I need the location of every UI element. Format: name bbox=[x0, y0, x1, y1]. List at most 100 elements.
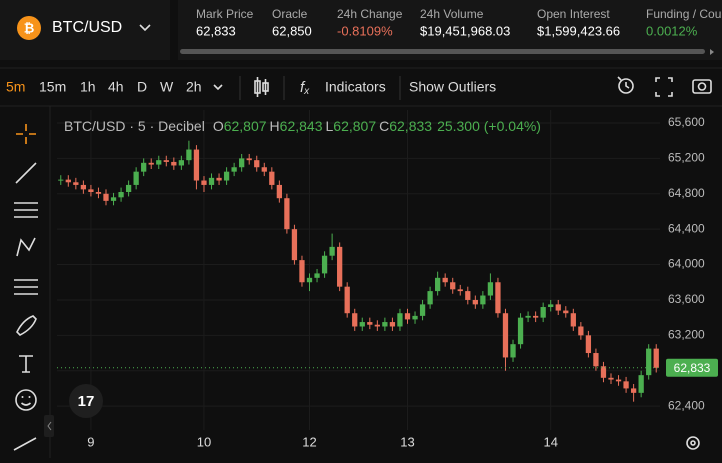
candle-body bbox=[344, 286, 350, 314]
interval-button[interactable]: 5m bbox=[6, 79, 25, 95]
stat-value: 0.0012% bbox=[646, 23, 698, 38]
candle-body bbox=[110, 197, 117, 201]
candle-body bbox=[525, 315, 531, 318]
show-outliers-button[interactable]: Show Outliers bbox=[409, 79, 496, 95]
interval-button[interactable]: 4h bbox=[108, 79, 124, 95]
candle-body bbox=[314, 273, 320, 278]
collapse-arrow[interactable] bbox=[47, 421, 52, 431]
stat-value: 62,850 bbox=[272, 23, 312, 38]
fullscreen-button[interactable] bbox=[655, 77, 673, 97]
stat-value: -0.8109% bbox=[337, 23, 393, 38]
y-tick-label: 64,000 bbox=[668, 257, 705, 271]
candle-body bbox=[555, 304, 561, 311]
legend-change: 25.300 (+0.04%) bbox=[437, 118, 541, 134]
candle-body bbox=[216, 177, 222, 181]
candle-body bbox=[223, 171, 230, 181]
stats: Mark Price 62,833 Oracle 62,850 24h Change -0… bbox=[196, 7, 722, 38]
candle-body bbox=[95, 192, 102, 194]
last-price-label: 62,833 bbox=[674, 361, 711, 375]
legend-key: C bbox=[379, 118, 389, 134]
candle-body bbox=[208, 177, 215, 185]
scroll-arrow[interactable] bbox=[710, 49, 714, 55]
candle-body bbox=[427, 291, 433, 305]
stat-label: Mark Price bbox=[196, 7, 254, 21]
interval-button[interactable]: 1h bbox=[80, 79, 96, 95]
symbol[interactable]: BTC/USD bbox=[52, 19, 122, 36]
candle-body bbox=[502, 313, 509, 358]
candle-body bbox=[442, 277, 448, 283]
y-tick-label: 63,600 bbox=[668, 292, 705, 306]
stat-value: $1,599,423.66 bbox=[537, 23, 620, 38]
candle-body bbox=[487, 282, 494, 296]
y-tick-label: 64,400 bbox=[668, 221, 705, 235]
x-tick-label: 14 bbox=[543, 434, 557, 449]
candle-body bbox=[382, 322, 388, 327]
candle-body bbox=[352, 313, 358, 327]
screenshot-button[interactable] bbox=[692, 79, 712, 94]
y-tick-label: 63,200 bbox=[668, 328, 705, 342]
symbol-chevron[interactable] bbox=[139, 24, 151, 32]
grid bbox=[57, 110, 660, 430]
crosshair-tool[interactable] bbox=[16, 124, 36, 144]
fx-icon[interactable]: fx bbox=[300, 79, 310, 97]
x-tick-label: 13 bbox=[400, 434, 414, 449]
intervals: 5m 15m 1h 4h D W 2h bbox=[6, 79, 202, 95]
stat-label: Funding / Coun bbox=[646, 7, 722, 21]
text-tool[interactable] bbox=[19, 355, 33, 373]
trendline-tool[interactable] bbox=[15, 162, 37, 184]
stat-value: 62,833 bbox=[196, 23, 236, 38]
candle-body bbox=[58, 179, 64, 181]
candle-body bbox=[148, 162, 154, 165]
candle-body bbox=[246, 158, 252, 161]
stat-label: 24h Change bbox=[337, 7, 403, 21]
candle-body bbox=[73, 182, 79, 185]
candle-body bbox=[593, 353, 599, 367]
candle-body bbox=[480, 295, 486, 305]
candle-body bbox=[450, 282, 456, 290]
pattern-tool[interactable] bbox=[16, 237, 36, 257]
interval-button[interactable]: 15m bbox=[39, 79, 66, 95]
settings-button[interactable] bbox=[686, 436, 700, 450]
interval-button[interactable]: D bbox=[137, 79, 147, 95]
candle-body bbox=[615, 379, 622, 382]
brush-tool[interactable] bbox=[16, 315, 37, 336]
candle-body bbox=[125, 184, 132, 193]
tradingview-logo: 17 bbox=[69, 384, 103, 418]
candle-body bbox=[103, 193, 109, 201]
interval-button[interactable]: W bbox=[160, 79, 174, 95]
fib-tool[interactable] bbox=[14, 202, 38, 218]
x-tick-label: 10 bbox=[197, 434, 211, 449]
candle-body bbox=[306, 277, 313, 283]
candle-body bbox=[472, 299, 478, 305]
interval-button[interactable]: 2h bbox=[186, 79, 202, 95]
scrollbar[interactable] bbox=[180, 49, 705, 54]
candle-body bbox=[231, 167, 237, 172]
replay-button[interactable] bbox=[617, 76, 634, 94]
axes: 62,40062,80063,20063,60064,00064,40064,8… bbox=[57, 115, 718, 449]
y-tick-label: 65,600 bbox=[668, 115, 705, 129]
candle-body bbox=[374, 324, 380, 327]
candle-body bbox=[563, 310, 569, 314]
candle-body bbox=[653, 348, 659, 368]
indicators-button[interactable]: Indicators bbox=[325, 79, 386, 95]
svg-text:17: 17 bbox=[78, 393, 95, 410]
stat-value: $19,451,968.03 bbox=[420, 23, 510, 38]
candle-body bbox=[239, 158, 245, 168]
candle-body bbox=[118, 192, 124, 198]
last-price-tag bbox=[666, 358, 718, 377]
stat-label: 24h Volume bbox=[420, 7, 484, 21]
candle-type-button[interactable] bbox=[254, 77, 269, 97]
projection-tool[interactable] bbox=[14, 279, 38, 295]
candle-body bbox=[638, 375, 644, 393]
candle-body bbox=[178, 160, 185, 166]
interval-chevron[interactable] bbox=[213, 84, 223, 91]
candle-body bbox=[133, 171, 139, 185]
candle-body bbox=[163, 160, 169, 162]
ruler-tool[interactable] bbox=[13, 437, 37, 451]
collapse-tab[interactable] bbox=[44, 415, 54, 437]
emoji-tool[interactable] bbox=[15, 389, 37, 411]
candle-body bbox=[600, 366, 607, 378]
candle-body bbox=[299, 260, 305, 283]
candle-body bbox=[321, 255, 328, 274]
